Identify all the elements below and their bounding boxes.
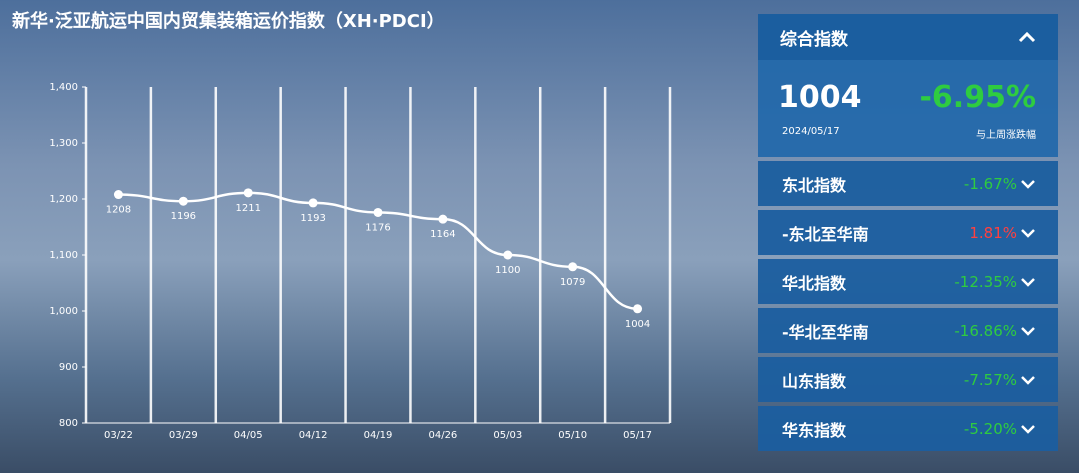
y-tick-label: 1,400 [49,82,78,93]
data-label: 1079 [560,277,585,288]
chevron-down [1021,375,1035,385]
row-change: 1.81% [969,223,1017,242]
chevron-down [1021,228,1035,238]
row-name: 华北指数 [782,273,847,293]
summary: 1004 -6.95% 2024/05/17 与上周涨跌幅 [758,60,1058,157]
row-change: -7.57% [963,370,1017,389]
x-tick-label: 04/19 [364,430,393,441]
row-name: 山东指数 [782,371,847,391]
data-label: 1193 [300,213,325,224]
index-row[interactable]: -华北至华南 -16.86% [758,308,1058,353]
data-point [438,214,448,224]
index-row[interactable]: 东北指数 -1.67% [758,161,1058,206]
data-label: 1196 [171,211,196,222]
data-point [568,262,578,272]
y-tick-label: 1,000 [49,306,78,317]
data-point [308,198,318,208]
row-change: -5.20% [963,419,1017,438]
index-panel: 综合指数 1004 -6.95% 2024/05/17 与上周涨跌幅 东北指数 -… [758,14,1058,451]
data-label: 1164 [430,229,455,240]
row-name: 华东指数 [782,420,847,440]
index-row[interactable]: -东北至华南 1.81% [758,210,1058,255]
x-tick-label: 05/17 [623,430,652,441]
x-tick-label: 04/05 [234,430,263,441]
row-change: -16.86% [954,321,1017,340]
data-point [633,304,643,314]
panel-header[interactable]: 综合指数 [758,14,1058,60]
data-line [118,191,638,311]
y-tick-label: 1,200 [49,194,78,205]
x-tick-label: 04/12 [299,430,328,441]
x-tick-label: 05/10 [558,430,587,441]
index-row[interactable]: 华东指数 -5.20% [758,406,1058,451]
y-tick-label: 900 [59,362,78,373]
data-point [243,188,253,198]
rows: 东北指数 -1.67% -东北至华南 1.81% 华北指数 -12.35% -华北至华南 -1… [758,161,1058,451]
index-value: 1004 [778,80,862,115]
change-note: 与上周涨跌幅 [976,130,1036,141]
data-point [503,250,513,260]
header-title: 综合指数 [780,29,848,50]
row-change: -12.35% [954,272,1017,291]
chevron-down [1021,277,1035,287]
data-label: 1100 [495,265,520,276]
chart: 新华·泛亚航运中国内贸集装箱运价指数（XH·PDCI） 800 900 1,000 1… [0,0,740,473]
chevron-down [1021,424,1035,434]
x-tick-label: 05/03 [493,430,522,441]
y-tick-label: 1,300 [49,138,78,149]
data-point [373,207,383,217]
chart-title: 新华·泛亚航运中国内贸集装箱运价指数（XH·PDCI） [12,10,445,32]
data-label: 1004 [625,319,650,330]
chevron-up [1018,31,1036,43]
row-change: -1.67% [963,174,1017,193]
data-label: 1211 [235,203,260,214]
chevron-down [1021,326,1035,336]
row-name: -东北至华南 [782,224,869,244]
row-name: -华北至华南 [782,322,869,342]
data-point [113,190,123,200]
index-row[interactable]: 华北指数 -12.35% [758,259,1058,304]
y-tick-label: 800 [59,418,78,429]
row-name: 东北指数 [782,175,847,195]
x-tick-label: 03/29 [169,430,198,441]
index-row[interactable]: 山东指数 -7.57% [758,357,1058,402]
index-change: -6.95% [919,80,1036,115]
chevron-down [1021,179,1035,189]
y-tick-label: 1,100 [49,250,78,261]
data-point [178,196,188,206]
x-tick-label: 03/22 [104,430,133,441]
index-date: 2024/05/17 [782,126,840,137]
data-label: 1176 [365,222,390,233]
data-label: 1208 [106,205,131,216]
x-tick-label: 04/26 [428,430,457,441]
